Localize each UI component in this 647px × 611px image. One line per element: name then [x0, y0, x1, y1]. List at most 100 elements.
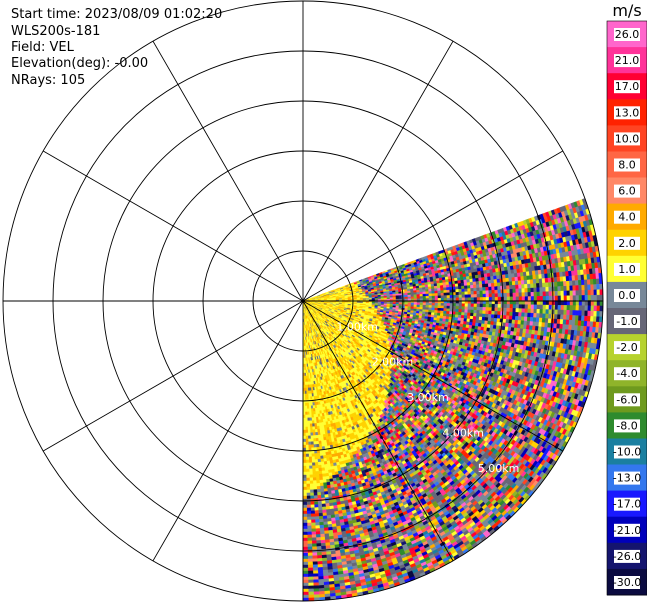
velocity-gate-1580 [542, 283, 545, 288]
velocity-gate-2175 [528, 309, 531, 313]
velocity-gate-2168 [507, 308, 510, 312]
velocity-gate-2046 [441, 303, 444, 306]
velocity-gate-1451 [455, 287, 458, 290]
velocity-gate-1833 [402, 299, 405, 301]
velocity-gate-1344 [434, 286, 437, 289]
velocity-gate-1795 [588, 290, 591, 295]
velocity-gate-2052 [459, 304, 462, 307]
velocity-gate-1465 [497, 283, 500, 287]
velocity-gate-1251 [455, 281, 458, 284]
velocity-gate-2255 [468, 310, 471, 313]
velocity-gate-1464 [494, 283, 497, 287]
velocity-gate-1651 [456, 292, 459, 295]
velocity-gate-1655 [468, 292, 471, 295]
velocity-gate-1578 [536, 283, 539, 288]
velocity-gate-2294 [584, 316, 587, 321]
velocity-gate-2195 [588, 311, 591, 316]
velocity-gate-2284 [554, 314, 557, 319]
velocity-gate-1358 [476, 281, 479, 285]
velocity-gate-2085 [558, 305, 561, 310]
velocity-gate-2296 [590, 316, 593, 322]
velocity-gate-1771 [516, 293, 519, 297]
velocity-gate-2079 [540, 305, 543, 310]
velocity-gate-1895 [588, 295, 591, 300]
velocity-gate-2090 [573, 306, 576, 311]
velocity-gate-1455 [467, 285, 470, 288]
velocity-gate-2165 [498, 308, 501, 312]
velocity-gate-2051 [456, 304, 459, 307]
velocity-gate-1658 [477, 291, 480, 294]
velocity-gate-2291 [575, 316, 578, 321]
velocity-gate-1462 [488, 283, 491, 287]
velocity-gate-2343 [432, 310, 435, 313]
velocity-gate-1774 [525, 292, 528, 296]
velocity-gate-1751 [456, 295, 459, 298]
velocity-gate-1468 [506, 282, 509, 286]
velocity-gate-2096 [591, 306, 594, 311]
velocity-gate-1665 [498, 290, 501, 294]
velocity-gate-1723 [372, 298, 375, 299]
velocity-gate-1585 [557, 282, 560, 287]
velocity-gate-2170 [513, 308, 516, 312]
velocity-gate-1894 [585, 295, 588, 300]
velocity-gate-1786 [561, 291, 564, 296]
velocity-gate-2182 [549, 310, 552, 315]
velocity-gate-2258 [477, 310, 480, 313]
velocity-gate-1882 [549, 296, 552, 301]
velocity-gate-1689 [570, 286, 573, 291]
velocity-gate-1737 [414, 297, 417, 299]
velocity-gate-2292 [578, 316, 581, 321]
velocity-gate-1869 [510, 297, 513, 301]
velocity-gate-1874 [525, 297, 528, 301]
velocity-gate-1577 [533, 284, 536, 289]
velocity-gate-1575 [527, 284, 530, 288]
velocity-gate-1847 [444, 298, 447, 301]
velocity-gate-1742 [429, 296, 432, 298]
velocity-gate-1735 [408, 297, 411, 299]
velocity-gate-1685 [558, 286, 561, 291]
velocity-gate-2282 [548, 314, 551, 319]
velocity-gate-1695 [588, 285, 591, 290]
velocity-gate-2279 [539, 314, 542, 319]
velocity-gate-1692 [579, 285, 582, 290]
velocity-gate-2076 [531, 305, 534, 309]
velocity-gate-2180 [543, 309, 546, 314]
velocity-gate-2032 [399, 303, 402, 305]
velocity-gate-2055 [468, 304, 471, 307]
velocity-gate-1867 [504, 297, 507, 301]
velocity-gate-1859 [480, 297, 483, 300]
velocity-gate-1574 [524, 284, 527, 288]
velocity-gate-1877 [534, 296, 537, 300]
velocity-gate-1479 [539, 279, 542, 284]
velocity-gate-1581 [545, 283, 548, 288]
velocity-gate-2374 [524, 317, 527, 321]
velocity-gate-2248 [447, 309, 450, 312]
velocity-gate-2356 [470, 313, 473, 316]
velocity-gate-1776 [531, 292, 534, 296]
velocity-gate-1758 [477, 294, 480, 297]
velocity-gate-2081 [546, 305, 549, 310]
velocity-gate-1547 [444, 290, 447, 293]
velocity-gate-2185 [558, 310, 561, 315]
velocity-gate-1684 [555, 287, 558, 292]
velocity-gate-1856 [471, 298, 474, 301]
velocity-gate-2385 [557, 319, 560, 324]
velocity-gate-1594 [584, 280, 587, 285]
velocity-gate-2093 [582, 306, 585, 311]
velocity-gate-1256 [470, 279, 473, 282]
velocity-gate-1865 [498, 297, 501, 301]
velocity-gate-1792 [579, 290, 582, 295]
velocity-gate-1726 [381, 298, 384, 300]
velocity-gate-1478 [536, 279, 539, 284]
velocity-gate-2251 [456, 309, 459, 312]
velocity-gate-1697 [594, 284, 597, 290]
velocity-gate-1761 [486, 294, 489, 298]
velocity-gate-1554 [465, 289, 468, 292]
velocity-gate-1777 [534, 292, 537, 296]
velocity-gate-2161 [486, 307, 489, 311]
velocity-gate-2058 [477, 304, 480, 307]
velocity-gate-1678 [537, 288, 540, 293]
velocity-gate-2280 [542, 314, 545, 319]
velocity-gate-1794 [585, 290, 588, 295]
velocity-gate-2263 [492, 311, 495, 315]
